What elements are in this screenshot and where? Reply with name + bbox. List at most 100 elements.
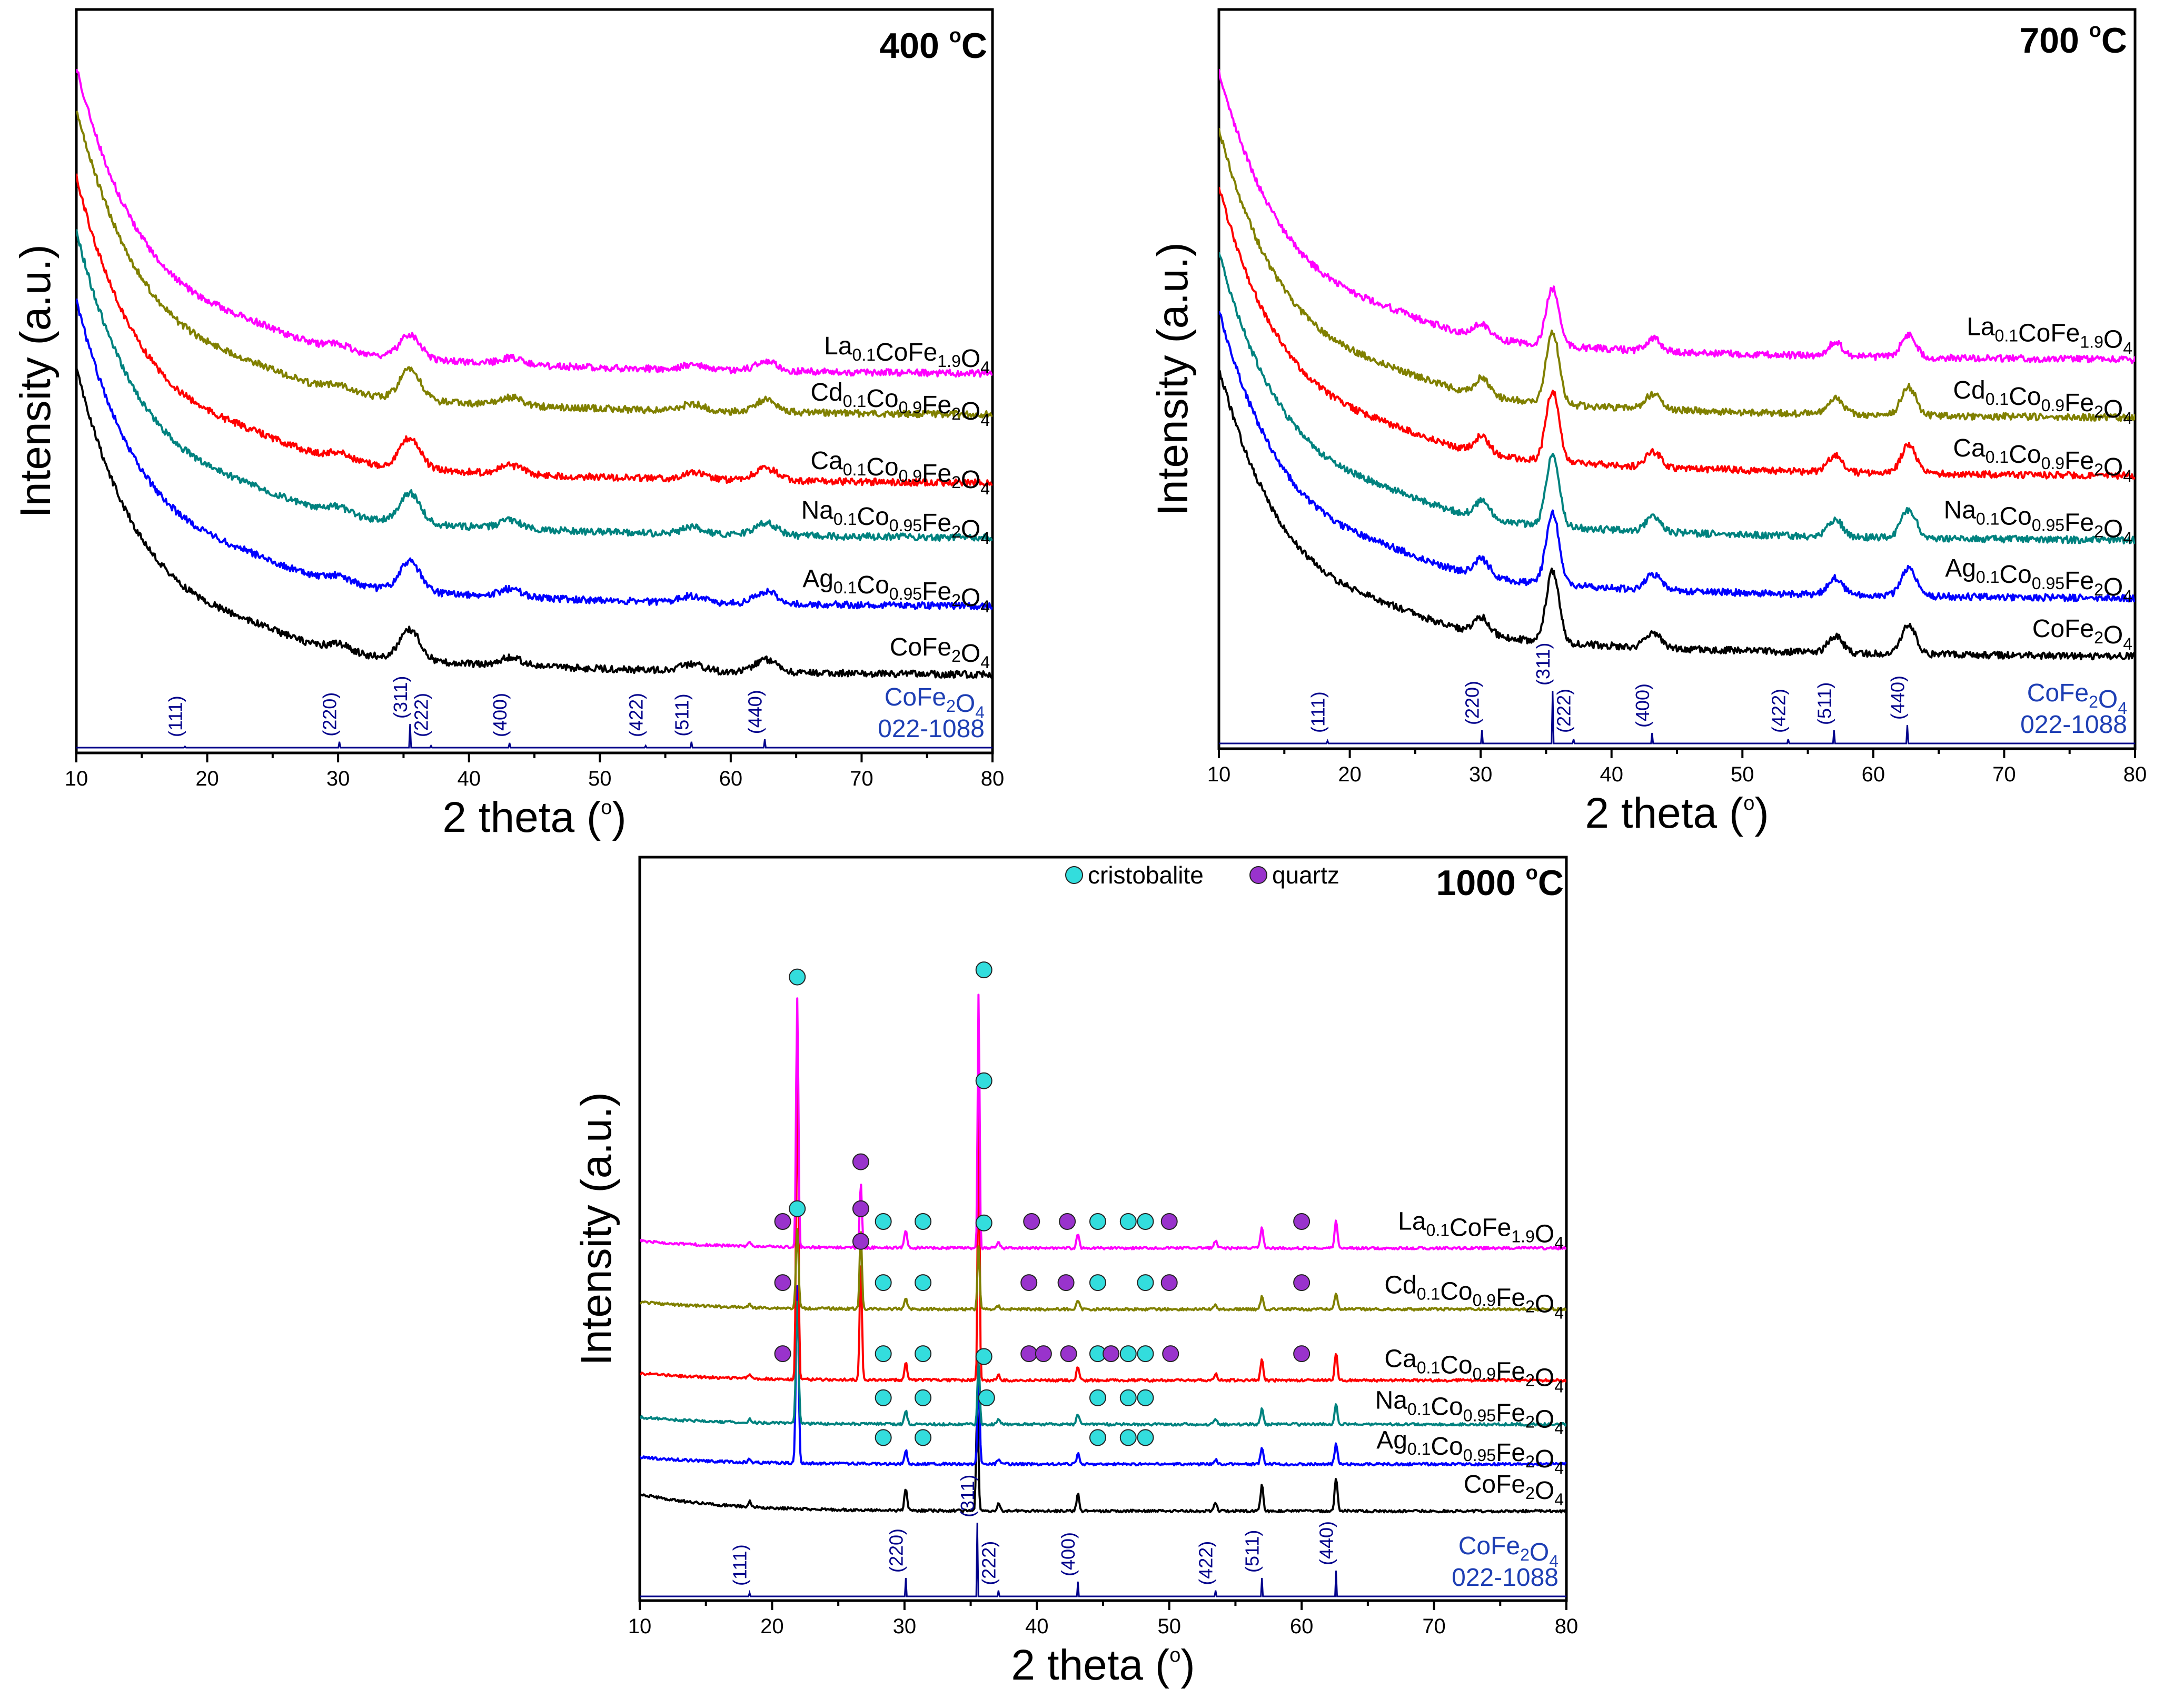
reference-card-label: 022-1088 — [1452, 1564, 1559, 1592]
trace-ag0-1co0-95fe2o4 — [76, 298, 992, 611]
legend-marker-cristobalite — [1065, 866, 1083, 884]
reference-compound-label: CoFe2O4 — [2027, 679, 2127, 718]
x-tick-label: 10 — [628, 1615, 652, 1638]
reference-hkl-label: (511) — [671, 693, 692, 736]
reference-hkl-label: (222) — [978, 1541, 999, 1585]
trace-cofe2o4 — [640, 1405, 1566, 1514]
cristobalite-marker — [915, 1213, 932, 1230]
trace-group — [1219, 68, 2135, 744]
quartz-marker — [852, 1233, 869, 1250]
quartz-marker — [1293, 1345, 1311, 1363]
cristobalite-marker — [1089, 1429, 1106, 1446]
panel-700c: 10 20 30 40 50 60 70 80 2 theta (o) Intensity (a.… — [1149, 8, 2147, 837]
x-tick-label: 80 — [981, 767, 1005, 790]
quartz-marker — [1035, 1345, 1052, 1363]
quartz-marker — [1293, 1274, 1311, 1292]
plot-frame — [1217, 8, 2137, 750]
x-tick-label: 20 — [195, 767, 219, 790]
reference-hkl-label: (440) — [744, 690, 766, 734]
cristobalite-marker — [1137, 1213, 1154, 1230]
plot-frame — [75, 8, 994, 754]
cristobalite-marker — [789, 968, 806, 986]
quartz-marker — [1059, 1213, 1076, 1230]
cristobalite-marker — [975, 961, 992, 979]
cristobalite-marker — [875, 1274, 892, 1292]
reference-pattern — [76, 723, 992, 749]
x-tick-label: 40 — [457, 767, 481, 790]
sample-label-ca0-1co0-9fe2o4: Ca0.1Co0.9Fe2O4 — [1953, 434, 2132, 485]
trace-cd0-1co0-9fe2o4 — [640, 1228, 1566, 1312]
reference-hkl-label: (422) — [625, 693, 647, 737]
sample-label-la0-1cofe1-9o4: La0.1CoFe1.9O4 — [1398, 1208, 1564, 1253]
reference-hkl-label: (440) — [1316, 1521, 1337, 1565]
cristobalite-marker — [1137, 1274, 1154, 1292]
legend-marker-quartz — [1249, 866, 1267, 884]
y-axis-title: Intensity (a.u.) — [572, 1092, 620, 1366]
reference-compound-label: CoFe2O4 — [1458, 1532, 1559, 1571]
x-tick-label: 20 — [1338, 763, 1362, 786]
cristobalite-marker — [975, 1214, 992, 1232]
cristobalite-marker — [978, 1389, 995, 1406]
reference-compound-label: CoFe2O4 — [885, 683, 985, 722]
sample-label-cd0-1co0-9fe2o4: Cd0.1Co0.9Fe2O4 — [810, 379, 990, 430]
trace-group — [640, 994, 1566, 1597]
cristobalite-marker — [975, 1348, 992, 1365]
panel-1000c: 10 20 30 40 50 60 70 80 2 theta (o) Intensity (a.… — [572, 856, 1578, 1689]
reference-hkl-label: (111) — [164, 696, 186, 737]
x-tick-label: 60 — [1862, 763, 1885, 786]
x-tick-label: 80 — [2123, 763, 2147, 786]
sample-label-na0-1co0-95fe2o4: Na0.1Co0.95Fe2O4 — [1944, 496, 2132, 548]
x-tick-label: 40 — [1600, 763, 1623, 786]
trace-cofe2o4 — [1219, 369, 2135, 661]
cristobalite-marker — [915, 1274, 932, 1292]
trace-na0-1co0-95fe2o4 — [76, 229, 992, 542]
reference-pattern — [1219, 690, 2135, 744]
cristobalite-marker — [1119, 1429, 1137, 1446]
cristobalite-marker — [915, 1429, 932, 1446]
trace-la0-1cofe1-9o4 — [640, 994, 1566, 1250]
cristobalite-marker — [1089, 1213, 1106, 1230]
sample-label-na0-1co0-95fe2o4: Na0.1Co0.95Fe2O4 — [801, 496, 990, 548]
cristobalite-marker — [1137, 1345, 1154, 1363]
x-tick-label: 20 — [760, 1615, 784, 1638]
quartz-marker — [774, 1274, 791, 1292]
sample-label-la0-1cofe1-9o4: La0.1CoFe1.9O4 — [824, 332, 990, 377]
quartz-marker — [1020, 1274, 1038, 1292]
sample-label-cofe2o4: CoFe2O4 — [1464, 1471, 1564, 1509]
reference-hkl-label: (400) — [489, 693, 511, 737]
sample-label-cofe2o4: CoFe2O4 — [2032, 615, 2132, 653]
quartz-marker — [1160, 1274, 1178, 1292]
legend-label-quartz: quartz — [1272, 861, 1339, 889]
sample-label-ag0-1co0-95fe2o4: Ag0.1Co0.95Fe2O4 — [1945, 554, 2132, 605]
cristobalite-marker — [915, 1345, 932, 1363]
trace-ag0-1co0-95fe2o4 — [640, 1285, 1566, 1467]
cristobalite-marker — [1089, 1274, 1106, 1292]
trace-group — [76, 68, 992, 749]
cristobalite-marker — [875, 1429, 892, 1446]
reference-hkl-label: (422) — [1768, 689, 1789, 733]
quartz-marker — [1060, 1345, 1077, 1363]
reference-pattern — [640, 1522, 1566, 1597]
reference-card-label: 022-1088 — [2020, 711, 2127, 739]
quartz-marker — [852, 1200, 869, 1217]
x-tick-label: 60 — [1290, 1615, 1314, 1638]
sample-label-ca0-1co0-9fe2o4: Ca0.1Co0.9Fe2O4 — [1384, 1345, 1564, 1396]
reference-hkl-label: (111) — [1307, 691, 1328, 733]
reference-hkl-label: (511) — [1242, 1530, 1263, 1573]
trace-la0-1cofe1-9o4 — [1219, 68, 2135, 364]
x-tick-label: 30 — [326, 767, 350, 790]
quartz-marker — [1020, 1345, 1038, 1363]
x-axis-title: 2 theta (o) — [442, 793, 626, 841]
cristobalite-marker — [1137, 1389, 1154, 1406]
cristobalite-marker — [975, 1072, 992, 1089]
panel-title: 400 oC — [879, 25, 987, 66]
sample-label-ca0-1co0-9fe2o4: Ca0.1Co0.9Fe2O4 — [810, 447, 990, 498]
sample-label-ag0-1co0-95fe2o4: Ag0.1Co0.95Fe2O4 — [1376, 1426, 1564, 1477]
panel-400c: 10 20 30 40 50 60 70 80 2 theta (o) Intensity (a.… — [12, 8, 1005, 841]
reference-hkl-label: (220) — [319, 692, 341, 737]
reference-hkl-label: (311) — [957, 1475, 978, 1517]
sample-label-na0-1co0-95fe2o4: Na0.1Co0.95Fe2O4 — [1375, 1386, 1564, 1437]
x-tick-label: 70 — [1992, 763, 2016, 786]
trace-la0-1cofe1-9o4 — [76, 68, 992, 378]
